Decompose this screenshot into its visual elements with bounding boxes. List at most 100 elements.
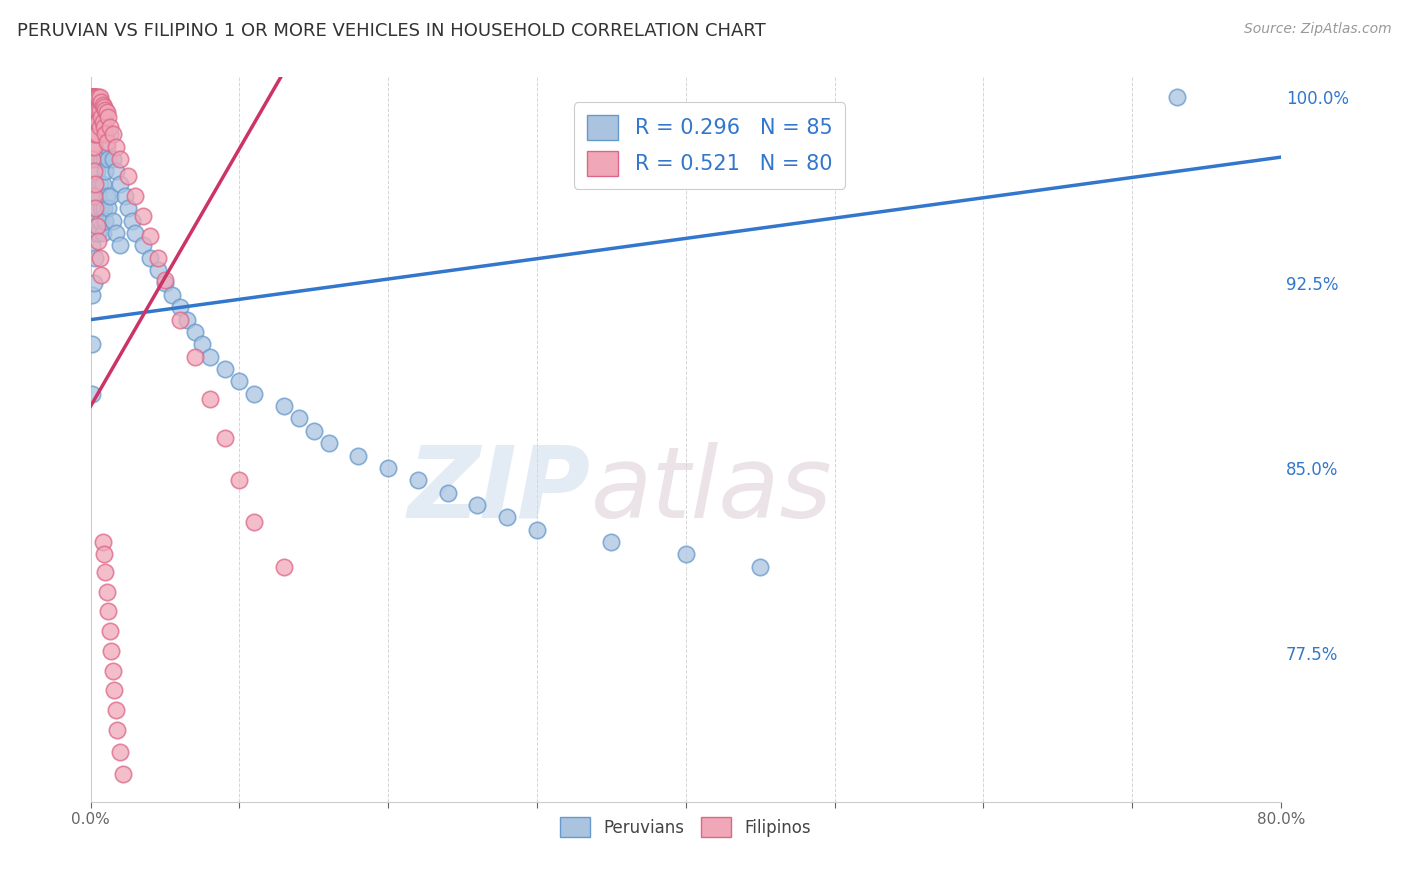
Point bbox=[91, 535, 114, 549]
Point bbox=[228, 375, 250, 389]
Point bbox=[93, 548, 115, 562]
Point bbox=[103, 683, 125, 698]
Point bbox=[84, 214, 107, 228]
Point bbox=[98, 189, 121, 203]
Point bbox=[86, 164, 108, 178]
Point bbox=[93, 202, 115, 216]
Point bbox=[83, 189, 105, 203]
Point bbox=[89, 251, 111, 265]
Point bbox=[94, 565, 117, 579]
Point bbox=[526, 523, 548, 537]
Point bbox=[82, 386, 104, 401]
Point bbox=[84, 128, 107, 142]
Point bbox=[90, 202, 112, 216]
Point bbox=[83, 189, 105, 203]
Point bbox=[110, 177, 132, 191]
Point bbox=[86, 128, 108, 142]
Point bbox=[288, 411, 311, 425]
Point bbox=[87, 115, 110, 129]
Point bbox=[94, 164, 117, 178]
Point bbox=[273, 399, 295, 413]
Point bbox=[83, 226, 105, 240]
Point bbox=[153, 276, 176, 290]
Point bbox=[82, 90, 104, 104]
Point bbox=[87, 115, 110, 129]
Point bbox=[83, 128, 105, 142]
Point bbox=[84, 139, 107, 153]
Point bbox=[110, 745, 132, 759]
Point bbox=[117, 202, 139, 216]
Point bbox=[83, 90, 105, 104]
Point bbox=[104, 226, 127, 240]
Point bbox=[86, 90, 108, 104]
Point bbox=[83, 90, 105, 104]
Point bbox=[121, 214, 143, 228]
Point bbox=[191, 337, 214, 351]
Point bbox=[90, 95, 112, 110]
Point bbox=[87, 152, 110, 166]
Point bbox=[82, 337, 104, 351]
Point bbox=[83, 103, 105, 117]
Point bbox=[124, 226, 146, 240]
Point bbox=[146, 251, 169, 265]
Point bbox=[83, 139, 105, 153]
Point bbox=[198, 350, 221, 364]
Point bbox=[496, 510, 519, 524]
Point bbox=[98, 120, 121, 134]
Point bbox=[104, 139, 127, 153]
Point bbox=[214, 431, 236, 445]
Point bbox=[104, 703, 127, 717]
Point bbox=[101, 214, 124, 228]
Point bbox=[84, 90, 107, 104]
Point bbox=[139, 251, 162, 265]
Point bbox=[243, 386, 266, 401]
Point bbox=[96, 189, 118, 203]
Point bbox=[90, 152, 112, 166]
Point bbox=[467, 498, 489, 512]
Point bbox=[90, 110, 112, 124]
Point bbox=[91, 115, 114, 129]
Point bbox=[89, 103, 111, 117]
Point bbox=[318, 436, 340, 450]
Text: Source: ZipAtlas.com: Source: ZipAtlas.com bbox=[1244, 22, 1392, 37]
Point bbox=[406, 473, 429, 487]
Point bbox=[97, 110, 120, 124]
Point bbox=[146, 263, 169, 277]
Point bbox=[101, 152, 124, 166]
Point bbox=[84, 115, 107, 129]
Point bbox=[110, 238, 132, 252]
Point bbox=[82, 128, 104, 142]
Point bbox=[169, 312, 191, 326]
Point bbox=[86, 219, 108, 233]
Point bbox=[86, 115, 108, 129]
Point bbox=[82, 152, 104, 166]
Point bbox=[96, 584, 118, 599]
Point bbox=[87, 226, 110, 240]
Point bbox=[87, 234, 110, 248]
Point bbox=[97, 152, 120, 166]
Point bbox=[82, 90, 104, 104]
Point bbox=[82, 238, 104, 252]
Point bbox=[112, 767, 135, 781]
Point bbox=[83, 90, 105, 104]
Point bbox=[96, 139, 118, 153]
Point bbox=[347, 449, 370, 463]
Legend: Peruvians, Filipinos: Peruvians, Filipinos bbox=[554, 810, 818, 844]
Point bbox=[131, 238, 153, 252]
Point bbox=[214, 362, 236, 376]
Point bbox=[94, 115, 117, 129]
Point bbox=[110, 152, 132, 166]
Point bbox=[89, 120, 111, 134]
Point bbox=[84, 177, 107, 191]
Point bbox=[86, 128, 108, 142]
Point bbox=[377, 461, 399, 475]
Point bbox=[96, 135, 118, 149]
Point bbox=[101, 664, 124, 678]
Point bbox=[228, 473, 250, 487]
Point bbox=[749, 559, 772, 574]
Text: atlas: atlas bbox=[591, 442, 832, 539]
Point bbox=[83, 115, 105, 129]
Point bbox=[93, 152, 115, 166]
Point bbox=[184, 350, 207, 364]
Point bbox=[82, 103, 104, 117]
